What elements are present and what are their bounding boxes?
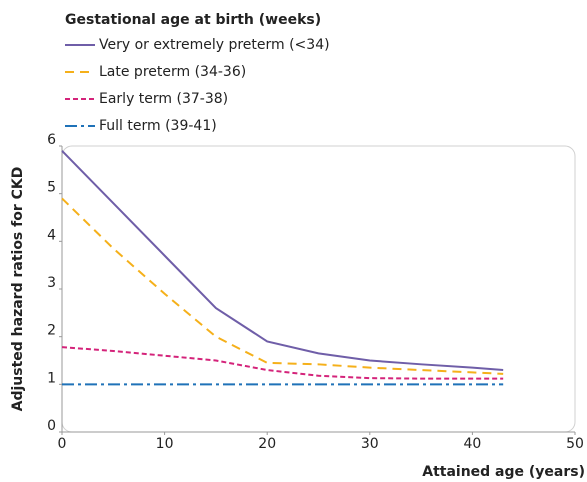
x-tick-label: 20 bbox=[258, 436, 276, 452]
y-axis-label: Adjusted hazard ratios for CKD bbox=[10, 167, 26, 412]
legend-label: Very or extremely preterm (<34) bbox=[99, 37, 330, 53]
series-line bbox=[61, 346, 504, 380]
x-tick-label: 50 bbox=[566, 436, 584, 452]
x-tick-label: 0 bbox=[58, 436, 67, 452]
y-tick-label: 0 bbox=[47, 418, 56, 434]
series-line bbox=[61, 150, 504, 372]
legend-label: Early term (37-38) bbox=[99, 91, 228, 107]
legend-label: Full term (39-41) bbox=[99, 118, 217, 134]
x-tick-label: 10 bbox=[156, 436, 174, 452]
x-tick-label: 30 bbox=[361, 436, 379, 452]
legend-title: Gestational age at birth (weeks) bbox=[65, 12, 321, 28]
y-tick-label: 6 bbox=[47, 132, 56, 148]
x-tick-label: 40 bbox=[463, 436, 481, 452]
y-tick-label: 3 bbox=[47, 275, 56, 291]
series-line bbox=[61, 197, 504, 375]
y-tick-label: 1 bbox=[47, 370, 56, 386]
legend-label: Late preterm (34-36) bbox=[99, 64, 246, 80]
x-axis-label: Attained age (years) bbox=[422, 464, 585, 480]
plot-frame bbox=[61, 145, 576, 433]
y-tick-label: 4 bbox=[47, 227, 56, 243]
y-tick-label: 2 bbox=[47, 323, 56, 339]
y-tick-label: 5 bbox=[47, 180, 56, 196]
